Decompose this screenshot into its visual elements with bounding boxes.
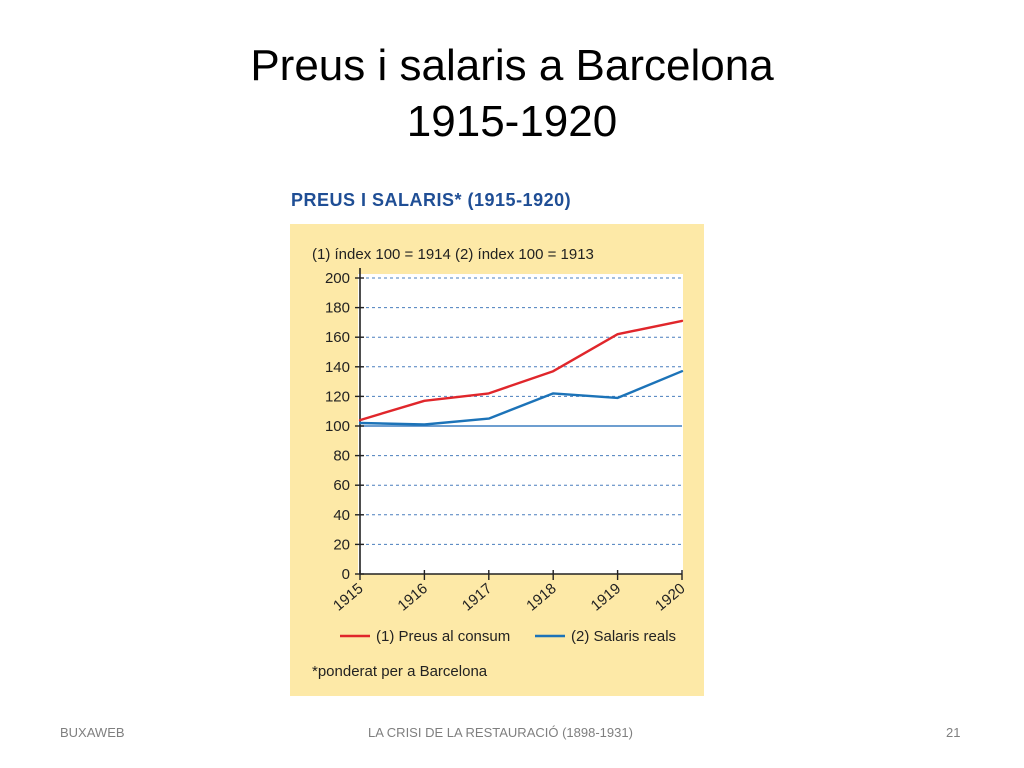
y-tick-label: 120 bbox=[325, 388, 350, 405]
y-tick-label: 180 bbox=[325, 300, 350, 317]
line-chart: (1) índex 100 = 1914 (2) índex 100 = 191… bbox=[312, 246, 689, 680]
chart-index-note: (1) índex 100 = 1914 (2) índex 100 = 191… bbox=[312, 246, 594, 263]
y-tick-label: 80 bbox=[333, 448, 350, 465]
x-tick-label: 1918 bbox=[523, 580, 559, 614]
x-tick-label: 1920 bbox=[652, 580, 688, 614]
slide-title-line1: Preus i salaris a Barcelona bbox=[250, 41, 774, 90]
y-tick-label: 60 bbox=[333, 477, 350, 494]
y-tick-label: 100 bbox=[325, 418, 350, 435]
x-tick-label: 1916 bbox=[394, 580, 430, 614]
slide-title: Preus i salaris a Barcelona 1915-1920 bbox=[0, 38, 1024, 150]
grid-lines bbox=[360, 277, 682, 545]
footer-page-number: 21 bbox=[946, 725, 961, 740]
legend: (1) Preus al consum (2) Salaris reals bbox=[340, 628, 676, 645]
x-tick-label: 1917 bbox=[459, 580, 495, 614]
chart-figure: PREUS I SALARIS* (1915-1920) (1) índex 1… bbox=[288, 186, 708, 698]
y-tick-label: 160 bbox=[325, 329, 350, 346]
y-tick-label: 200 bbox=[325, 270, 350, 287]
y-tick-label: 40 bbox=[333, 507, 350, 524]
series-line-1 bbox=[358, 319, 684, 422]
y-tick-label: 140 bbox=[325, 359, 350, 376]
series-lines bbox=[358, 319, 684, 426]
x-tick-labels: 1915 1916 1917 1918 1919 1920 bbox=[330, 580, 688, 614]
chart-heading: PREUS I SALARIS* (1915-1920) bbox=[291, 190, 572, 210]
legend-label-1: (1) Preus al consum bbox=[376, 628, 510, 645]
slide-title-line2: 1915-1920 bbox=[406, 97, 618, 146]
x-tick-label: 1915 bbox=[330, 580, 366, 614]
footer-center: LA CRISI DE LA RESTAURACIÓ (1898-1931) bbox=[368, 725, 633, 740]
x-tick-label: 1919 bbox=[588, 580, 624, 614]
chart-footnote: *ponderat per a Barcelona bbox=[312, 663, 488, 680]
y-tick-labels: 0 20 40 60 80 100 120 140 160 180 200 bbox=[325, 270, 350, 583]
series-line-2 bbox=[358, 369, 684, 426]
y-tick-label: 0 bbox=[342, 566, 350, 583]
y-tick-label: 20 bbox=[333, 536, 350, 553]
legend-label-2: (2) Salaris reals bbox=[571, 628, 676, 645]
footer-left: BUXAWEB bbox=[60, 725, 125, 740]
